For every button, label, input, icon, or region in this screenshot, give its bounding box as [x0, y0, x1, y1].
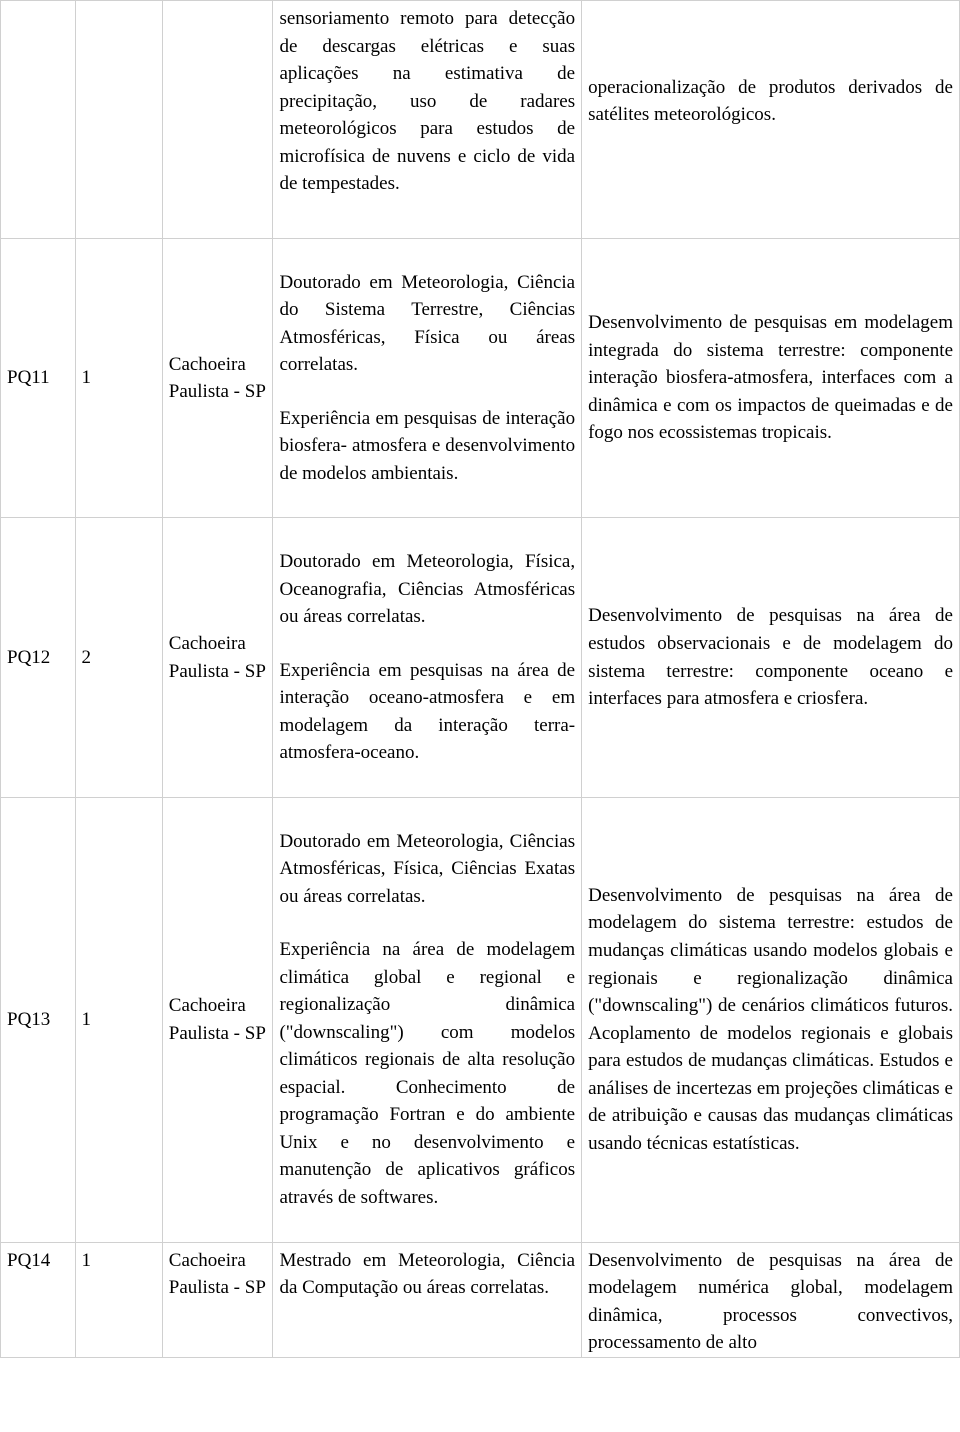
cell-atividades: operacionalização de produtos derivados … — [582, 1, 960, 239]
cell-requisitos: Doutorado em Meteorologia, Ciência do Si… — [273, 238, 582, 517]
cell-requisitos: Doutorado em Meteorologia, Ciências Atmo… — [273, 797, 582, 1242]
cell-local — [162, 1, 273, 239]
cell-codigo: PQ11 — [1, 238, 76, 517]
cell-local: Cachoeira Paulista - SP — [162, 797, 273, 1242]
requisitos-p1: Doutorado em Meteorologia, Ciência do Si… — [279, 269, 575, 379]
requisitos-p2: Experiência em pesquisas na área de inte… — [279, 657, 575, 767]
cell-vagas: 2 — [75, 518, 162, 797]
requisitos-p2: Experiência em pesquisas de interação bi… — [279, 405, 575, 488]
requisitos-p1: Doutorado em Meteorologia, Ciências Atmo… — [279, 828, 575, 911]
cell-requisitos: Mestrado em Meteorologia, Ciência da Com… — [273, 1242, 582, 1357]
cell-atividades: Desenvolvimento de pesquisas na área de … — [582, 797, 960, 1242]
cell-atividades: Desenvolvimento de pesquisas em modelage… — [582, 238, 960, 517]
table-row: PQ12 2 Cachoeira Paulista - SP Doutorado… — [1, 518, 960, 797]
cell-codigo: PQ12 — [1, 518, 76, 797]
cell-codigo — [1, 1, 76, 239]
requisitos-p2: Experiência na área de modelagem climáti… — [279, 936, 575, 1211]
cell-vagas — [75, 1, 162, 239]
requisitos-p1: Doutorado em Meteorologia, Física, Ocean… — [279, 548, 575, 631]
cell-vagas: 1 — [75, 238, 162, 517]
cell-local: Cachoeira Paulista - SP — [162, 238, 273, 517]
table-row: PQ13 1 Cachoeira Paulista - SP Doutorado… — [1, 797, 960, 1242]
cell-local: Cachoeira Paulista - SP — [162, 518, 273, 797]
cell-requisitos: Doutorado em Meteorologia, Física, Ocean… — [273, 518, 582, 797]
table-row: PQ14 1 Cachoeira Paulista - SP Mestrado … — [1, 1242, 960, 1357]
cell-atividades: Desenvolvimento de pesquisas na área de … — [582, 1242, 960, 1357]
cell-vagas: 1 — [75, 797, 162, 1242]
cell-requisitos: sensoriamento remoto para detecção de de… — [273, 1, 582, 239]
cell-local: Cachoeira Paulista - SP — [162, 1242, 273, 1357]
cell-codigo: PQ14 — [1, 1242, 76, 1357]
cell-codigo: PQ13 — [1, 797, 76, 1242]
positions-table: sensoriamento remoto para detecção de de… — [0, 0, 960, 1358]
cell-vagas: 1 — [75, 1242, 162, 1357]
table-row: sensoriamento remoto para detecção de de… — [1, 1, 960, 239]
cell-atividades: Desenvolvimento de pesquisas na área de … — [582, 518, 960, 797]
table-row: PQ11 1 Cachoeira Paulista - SP Doutorado… — [1, 238, 960, 517]
